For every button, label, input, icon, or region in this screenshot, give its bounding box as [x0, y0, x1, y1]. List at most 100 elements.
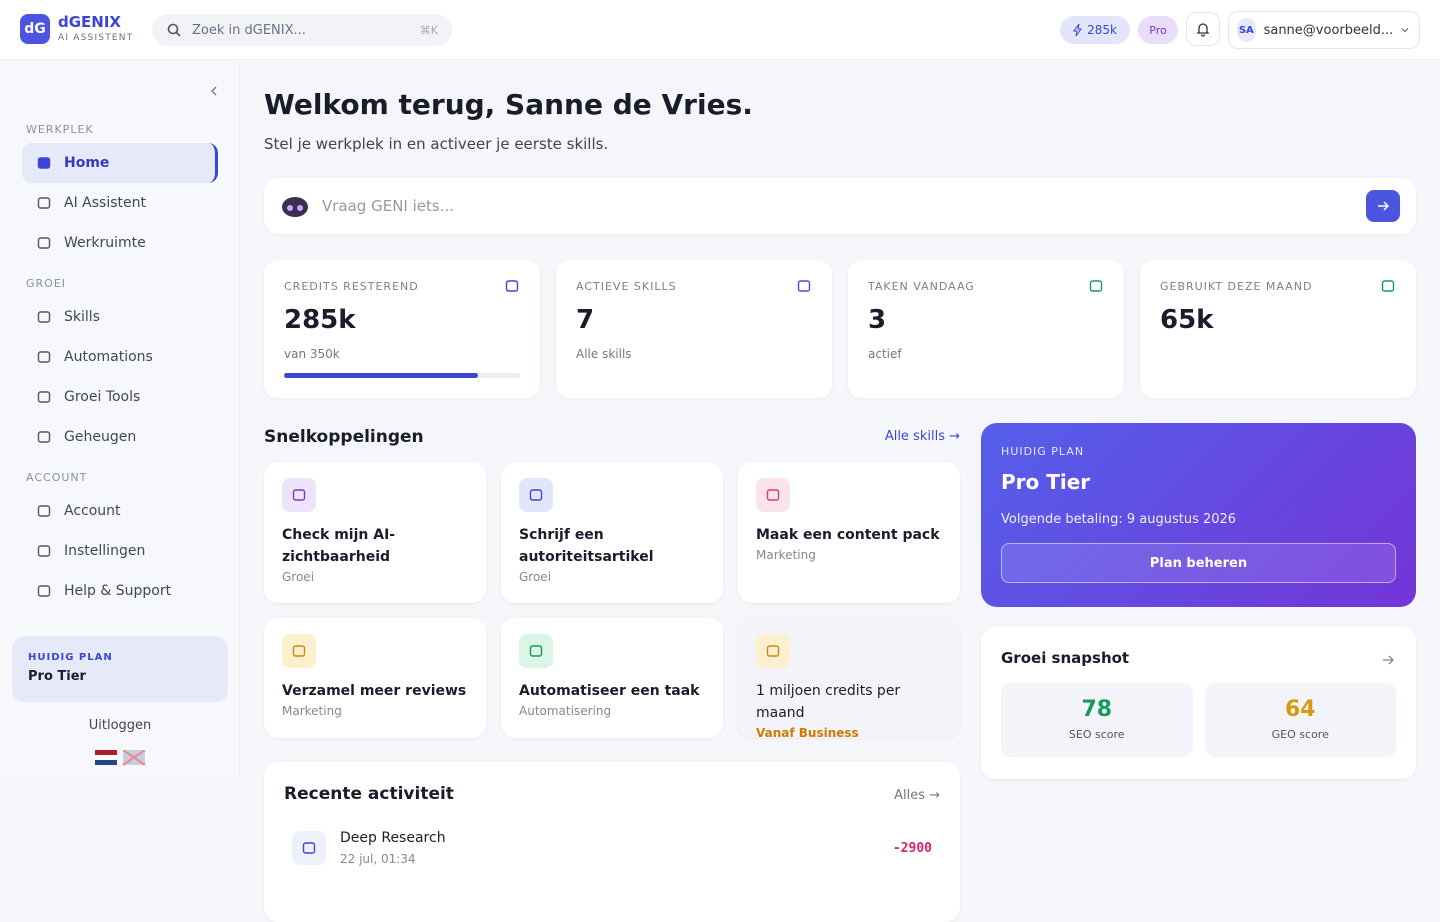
search[interactable]: Zoek in dGENIX... ⌘K	[152, 14, 452, 46]
shortcut-icon	[756, 478, 790, 512]
logo-mark[interactable]: dG	[20, 14, 50, 44]
plan-label: HUIDIG PLAN	[28, 652, 113, 663]
activity-link[interactable]: Alles →	[894, 788, 940, 803]
nav-item[interactable]: Help & Support	[22, 571, 218, 611]
send-button[interactable]	[1366, 190, 1400, 222]
icon	[292, 645, 306, 657]
plan-card-name: Pro Tier	[1001, 470, 1091, 494]
shortcut-tag: Vanaf Business	[756, 726, 859, 740]
nav-item[interactable]: Home	[22, 143, 218, 183]
nav-label: Home	[64, 155, 110, 171]
icon	[37, 351, 51, 363]
stat-value: 7	[576, 305, 595, 335]
shortcut-icon	[519, 634, 553, 668]
stat-card: CREDITS RESTEREND 285k van 350k	[264, 260, 540, 398]
plan-card: HUIDIG PLAN Pro Tier Volgende betaling: …	[981, 423, 1416, 607]
nav-item[interactable]: Skills	[22, 297, 218, 337]
stat-card: ACTIEVE SKILLS 7 Alle skills	[556, 260, 832, 398]
shortcut-title: Maak een content pack	[756, 527, 940, 543]
activity-title: Recente activiteit	[284, 784, 454, 804]
shortcut-title: Check mijn AI-zichtbaarheid	[282, 527, 396, 565]
shortcut-card[interactable]: Verzamel meer reviews Marketing	[264, 618, 486, 738]
section-title: ACCOUNT	[26, 471, 88, 484]
stat-value: 285k	[284, 305, 356, 335]
plan-badge[interactable]: Pro	[1138, 16, 1178, 44]
activity-icon	[292, 831, 326, 865]
snapshot-title: Groei snapshot	[1001, 649, 1130, 667]
snapshot-card: Groei snapshot 78 SEO score 64 GEO score	[981, 627, 1416, 779]
activity-list: Deep Research 22 jul, 01:34 -2900	[284, 830, 940, 866]
nav-item[interactable]: AI Assistent	[22, 183, 218, 223]
manage-plan-button[interactable]: Plan beheren	[1001, 543, 1396, 583]
bolt-icon	[1073, 24, 1083, 36]
nav-item[interactable]: Werkruimte	[22, 223, 218, 263]
welcome-title: Welkom terug, Sanne de Vries.	[264, 88, 753, 121]
activity-time: 22 jul, 01:34	[340, 852, 416, 866]
geni-avatar	[282, 197, 308, 217]
icon	[37, 237, 51, 249]
activity-text: Deep Research 22 jul, 01:34	[340, 830, 879, 866]
score-value: 78	[1081, 697, 1113, 722]
shortcut: ⌘K	[419, 23, 438, 37]
progress-track	[284, 373, 520, 378]
shortcut-title: Verzamel meer reviews	[282, 683, 467, 699]
nav-item[interactable]: Groei Tools	[22, 377, 218, 417]
shortcut-title: Schrijf een autoriteitsartikel	[519, 527, 654, 565]
collapse[interactable]	[210, 86, 218, 96]
activity-amount: -2900	[892, 840, 932, 856]
nav-item[interactable]: Instellingen	[22, 531, 218, 571]
shortcut-card[interactable]: 1 miljoen credits per maand Vanaf Busines…	[738, 618, 960, 740]
icon	[529, 489, 543, 501]
plan-name: Pro Tier	[28, 669, 86, 684]
user-menu[interactable]: SA sanne@voorbeeld...	[1228, 11, 1420, 49]
next-payment: Volgende betaling: 9 augustus 2026	[1001, 512, 1237, 527]
top-bar: dG dGENIX AI ASSISTENT Zoek in dGENIX...…	[0, 0, 1440, 60]
shortcut-card[interactable]: Check mijn AI-zichtbaarheid Groei	[264, 462, 486, 603]
all-skills-link[interactable]: Alle skills →	[884, 429, 960, 444]
plan-box[interactable]: HUIDIG PLAN Pro Tier	[12, 636, 228, 702]
search-icon	[167, 23, 181, 37]
stat-value: 65k	[1160, 305, 1214, 335]
nav-item[interactable]: Account	[22, 491, 218, 531]
logout[interactable]: Uitloggen	[0, 718, 240, 733]
nav-label: AI Assistent	[64, 195, 146, 211]
shortcut-tag: Groei	[519, 570, 552, 584]
arrow-icon	[1378, 201, 1389, 211]
nav-label: Geheugen	[64, 429, 137, 445]
stat-sub: van 350k	[284, 347, 340, 361]
score-box: 64 GEO score	[1204, 683, 1396, 757]
credits-badge[interactable]: 285k	[1060, 16, 1130, 44]
language-flags[interactable]	[95, 750, 147, 766]
shortcut-card[interactable]: Automatiseer een taak Automatisering	[501, 618, 723, 738]
stat-sub: actief	[868, 347, 902, 361]
shortcut-title: 1 miljoen credits per maand	[756, 683, 901, 721]
activity-card: Recente activiteit Alles → Deep Research…	[264, 762, 960, 922]
icon	[1381, 280, 1395, 292]
nav-label: Groei Tools	[64, 389, 141, 405]
shortcut-card[interactable]: Schrijf een autoriteitsartikel Groei	[501, 462, 723, 603]
shortcut-tag: Marketing	[756, 548, 816, 562]
prompt-box[interactable]: Vraag GENI iets...	[264, 178, 1416, 234]
icon	[766, 645, 780, 657]
shortcut-tag: Groei	[282, 570, 315, 584]
nav-item[interactable]: Geheugen	[22, 417, 218, 457]
snapshot-arrow[interactable]	[1382, 654, 1394, 666]
search-placeholder: Zoek in dGENIX...	[192, 22, 306, 38]
shortcut-icon	[756, 634, 790, 668]
logout-text: Uitloggen	[88, 718, 152, 733]
scores: 78 SEO score 64 GEO score	[1001, 683, 1396, 757]
icon	[37, 585, 51, 597]
activity-item: Deep Research 22 jul, 01:34 -2900	[284, 830, 940, 866]
stat-label: GEBRUIKT DEZE MAAND	[1160, 280, 1313, 293]
icon	[37, 505, 51, 517]
nav-label: Instellingen	[64, 543, 146, 559]
nav-item[interactable]: Automations	[22, 337, 218, 377]
shortcut-icon	[282, 634, 316, 668]
shortcut-card[interactable]: Maak een content pack Marketing	[738, 462, 960, 603]
stat-card: GEBRUIKT DEZE MAAND 65k	[1140, 260, 1416, 398]
score-box: 78 SEO score	[1001, 683, 1193, 757]
section-title: GROEI	[26, 277, 67, 290]
notifications[interactable]	[1186, 12, 1220, 46]
icon	[766, 489, 780, 501]
credits: 285k	[1087, 23, 1117, 37]
